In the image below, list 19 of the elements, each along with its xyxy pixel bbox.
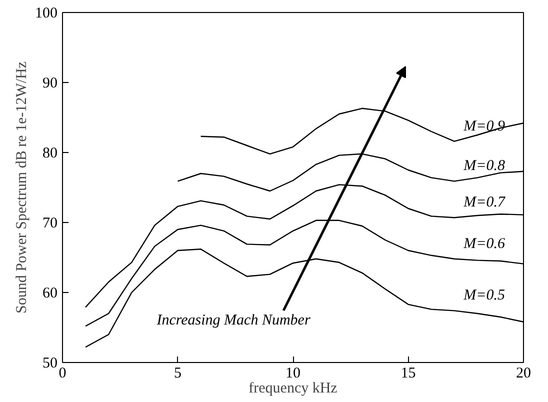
x-axis-title: frequency kHz — [248, 380, 338, 396]
x-tick-label: 20 — [516, 366, 531, 382]
series-label: M=0.7 — [462, 194, 506, 211]
y-tick-label: 70 — [42, 216, 58, 232]
x-tick-label: 10 — [286, 366, 300, 382]
y-tick-label: 90 — [42, 76, 58, 92]
y-tick-label: 50 — [42, 356, 58, 372]
series-label: M=0.8 — [462, 158, 506, 174]
series-label: M=0.5 — [462, 288, 506, 304]
x-tick-label: 15 — [400, 366, 416, 382]
x-tick-label: 0 — [58, 366, 66, 382]
series-label: M=0.6 — [462, 236, 506, 252]
x-tick-label: 5 — [174, 366, 182, 382]
y-tick-label: 60 — [42, 286, 58, 302]
annotation: Increasing Mach Number — [156, 312, 310, 328]
y-tick-label: 80 — [42, 146, 58, 162]
series-label: M=0.9 — [462, 118, 506, 134]
y-tick-label: 100 — [35, 6, 58, 22]
y-axis-title: Sound Power Spectrum dB re 1e-12W/Hz — [14, 61, 30, 314]
